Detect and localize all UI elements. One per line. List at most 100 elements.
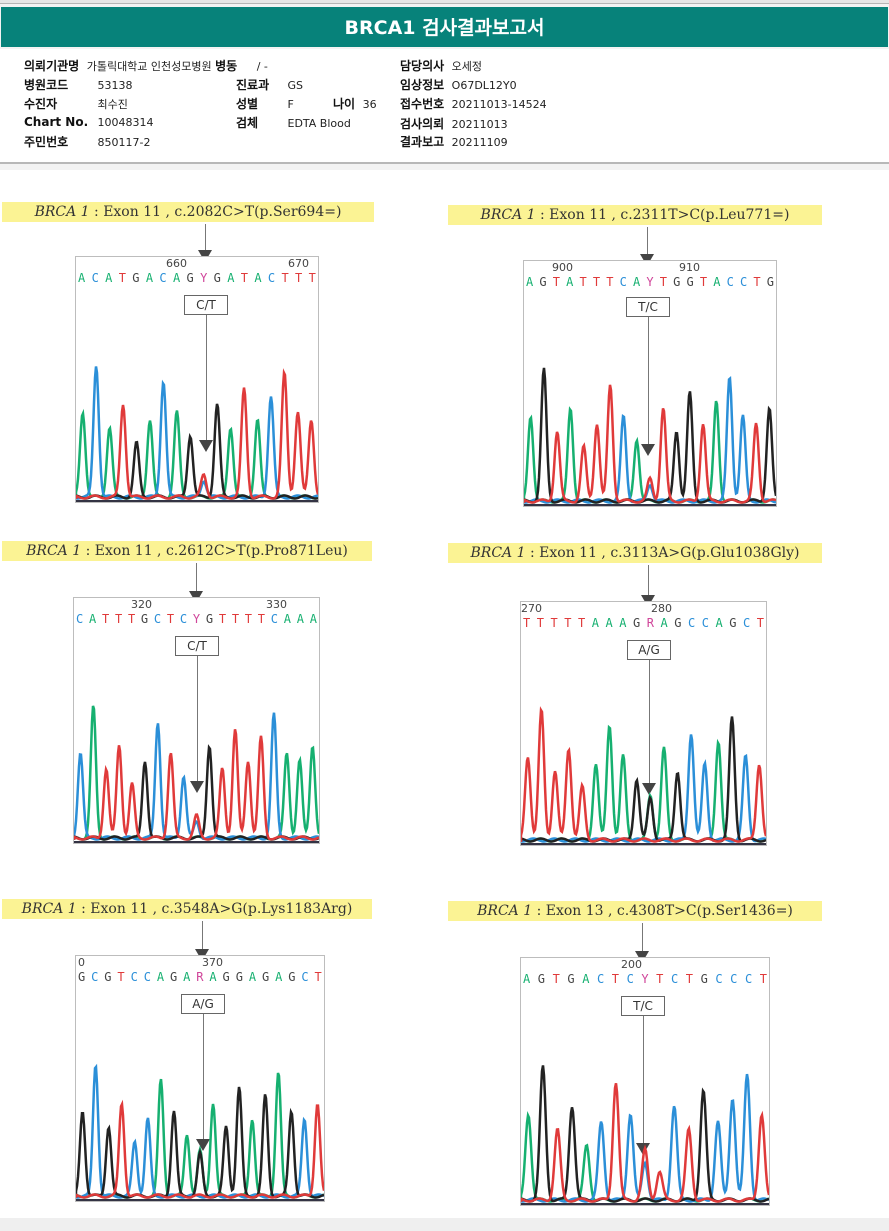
base-call: T: [606, 275, 614, 289]
chart-no-label: Chart No.: [24, 115, 89, 129]
arrow-down-icon: [642, 783, 656, 795]
trace-T: [521, 1083, 769, 1203]
base-call: Y: [646, 275, 654, 289]
base-call: A: [145, 271, 154, 285]
base-call: C: [596, 972, 605, 986]
bottom-border: [0, 1218, 889, 1231]
base-call: C: [670, 972, 679, 986]
position-label: 370: [202, 956, 223, 969]
genotype-call: C/T: [184, 295, 228, 315]
base-call: A: [209, 970, 217, 984]
base-call: R: [646, 616, 654, 630]
doctor-value: 오세정: [451, 60, 483, 73]
base-call: A: [715, 616, 723, 630]
top-border: [0, 0, 889, 4]
gene-name: BRCA 1: [26, 543, 82, 559]
base-call: T: [564, 616, 572, 630]
variant-heading: BRCA 1 : Exon 13 , c.4308T>C(p.Ser1436=): [448, 901, 822, 921]
base-call: T: [656, 972, 664, 986]
report-date-label: 결과보고: [400, 135, 445, 149]
request-date-value: 20211013: [451, 118, 508, 131]
base-call: Y: [200, 271, 208, 285]
report-date-field: 결과보고 20211109: [400, 133, 508, 150]
arrow-down-icon: [199, 440, 213, 452]
base-call: A: [619, 616, 627, 630]
base-call: A: [526, 275, 534, 289]
variant-description: : Exon 11 , c.3548A>G(p.Lys1183Arg): [76, 901, 353, 917]
pointer-line: [196, 563, 197, 597]
base-call: A: [523, 972, 531, 986]
department-label: 진료과: [236, 78, 270, 92]
base-call: C: [179, 612, 188, 626]
base-call: T: [308, 271, 316, 285]
base-call: G: [78, 970, 86, 984]
department-field: 진료과 GS: [236, 76, 303, 93]
base-call: G: [633, 616, 641, 630]
pointer-line: [642, 923, 643, 957]
arrow-down-icon: [641, 444, 655, 456]
base-call: T: [552, 275, 560, 289]
chromatogram-trace: [76, 1063, 324, 1201]
base-call: T: [231, 612, 240, 626]
specimen-label: 검체: [236, 116, 259, 130]
gene-name: BRCA 1: [34, 204, 90, 220]
department-value: GS: [287, 79, 304, 92]
base-call: T: [295, 271, 303, 285]
genotype-call: C/T: [175, 636, 219, 656]
base-call: T: [611, 972, 620, 986]
trace-T: [76, 1099, 324, 1199]
chart-no-field: Chart No. 10048314: [24, 115, 154, 129]
base-call: A: [296, 612, 304, 626]
resident-no-label: 주민번호: [24, 135, 69, 149]
base-call: C: [743, 616, 751, 630]
base-call: A: [172, 271, 181, 285]
base-call: T: [127, 612, 136, 626]
pointer-line: [648, 565, 649, 601]
trace-T: [524, 384, 776, 504]
variant-heading: BRCA 1 : Exon 11 , c.3113A>G(p.Glu1038Gl…: [448, 543, 822, 563]
report-title: BRCA1 검사결과보고서: [1, 7, 888, 47]
position-label: 0: [78, 956, 85, 969]
base-call: T: [578, 616, 586, 630]
specimen-value: EDTA Blood: [287, 117, 351, 130]
base-call: T: [240, 271, 248, 285]
base-call: T: [753, 275, 761, 289]
position-label: 330: [266, 598, 287, 611]
base-call: T: [699, 275, 708, 289]
base-call: T: [536, 616, 544, 630]
genotype-call: T/C: [621, 996, 665, 1016]
base-call: A: [275, 970, 283, 984]
base-call: G: [261, 970, 270, 984]
chromatogram-panel: 900 910 A G T A T T T C A Y T G G T A C C T G T/C: [523, 260, 777, 507]
patient-field: 수진자 최수진: [24, 95, 128, 112]
base-call: A: [156, 970, 165, 984]
gene-name: BRCA 1: [470, 545, 526, 561]
base-call: G: [288, 970, 296, 984]
institution-value: 가톨릭대학교 인천성모병원: [86, 60, 212, 73]
variant-heading: BRCA 1 : Exon 11 , c.3548A>G(p.Lys1183Ar…: [2, 899, 372, 919]
base-call: T: [218, 612, 227, 626]
base-call: G: [674, 616, 682, 630]
base-call: A: [566, 275, 574, 289]
base-call: G: [186, 271, 194, 285]
base-call: C: [730, 972, 738, 986]
base-call: G: [537, 972, 546, 986]
call-pointer-line: [197, 656, 198, 783]
hospital-code-label: 병원코드: [24, 78, 69, 92]
position-label: 270: [521, 602, 542, 615]
base-call: T: [166, 612, 175, 626]
chromatogram-trace: [521, 1065, 769, 1205]
base-call: C: [688, 616, 696, 630]
base-call: A: [283, 612, 291, 626]
base-call: Y: [192, 612, 201, 626]
trace-G: [76, 1086, 324, 1199]
arrow-down-icon: [190, 781, 204, 793]
variant-description: : Exon 13 , c.4308T>C(p.Ser1436=): [532, 903, 793, 919]
base-call: C: [91, 970, 99, 984]
position-label: 910: [679, 261, 700, 274]
report-date-value: 20211109: [451, 136, 508, 149]
gene-name: BRCA 1: [21, 901, 77, 917]
base-call: T: [117, 970, 125, 984]
trace-T: [521, 706, 766, 843]
